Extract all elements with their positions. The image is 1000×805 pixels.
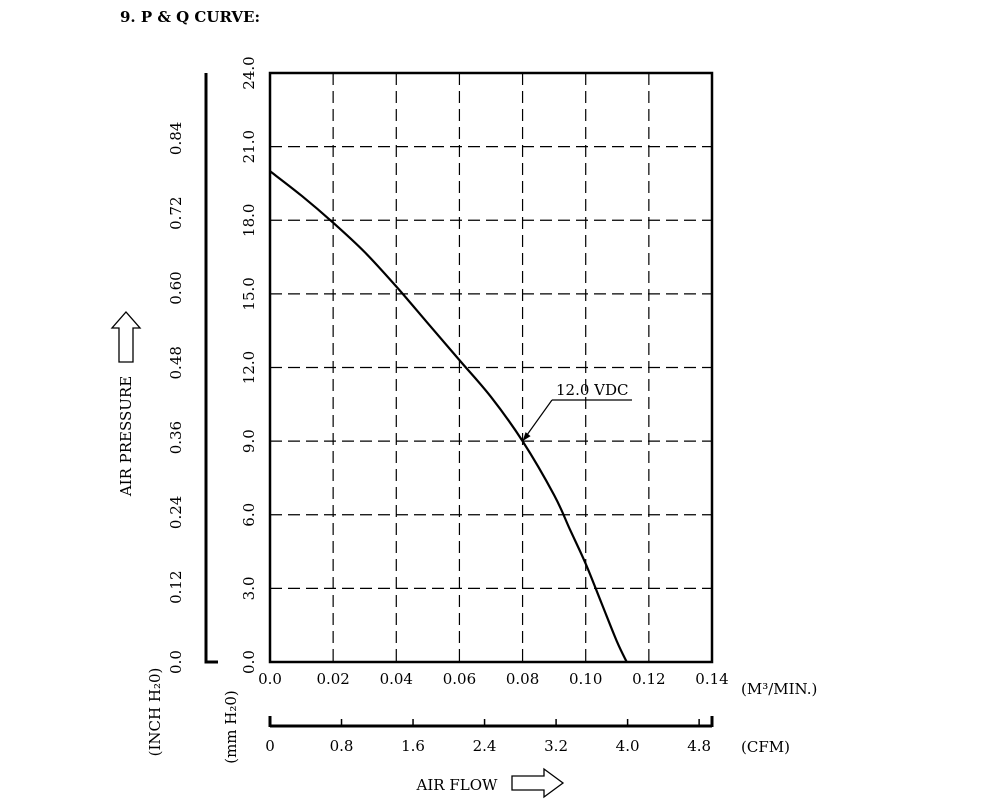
x-tick-label-m3min: 0.08 — [506, 670, 539, 688]
y-tick-label-inch: 0.60 — [167, 271, 185, 304]
y-tick-label-inch: 0.0 — [167, 650, 185, 674]
y-axis-title: AIR PRESSURE — [117, 376, 135, 497]
y-tick-label-inch: 0.36 — [167, 421, 185, 454]
y-tick-label-mmh2o: 24.0 — [240, 56, 258, 89]
y-tick-label-mmh2o: 9.0 — [240, 429, 258, 453]
y-tick-label-inch: 0.12 — [167, 570, 185, 603]
x-axis-unit-cfm: (CFM) — [741, 738, 790, 756]
y-axis-unit-mmh2o: (mm H₂0) — [222, 690, 240, 764]
y-tick-label-mmh2o: 6.0 — [240, 503, 258, 527]
x-tick-label-cfm: 0.8 — [330, 737, 354, 755]
annotation-label: 12.0 VDC — [556, 381, 629, 399]
x-tick-label-m3min: 0.14 — [695, 670, 728, 688]
y-tick-label-inch: 0.84 — [167, 122, 185, 155]
y-tick-label-inch: 0.24 — [167, 496, 185, 529]
y-tick-label-mmh2o: 15.0 — [240, 277, 258, 310]
x-tick-label-m3min: 0.0 — [258, 670, 282, 688]
y-tick-label-inch: 0.72 — [167, 196, 185, 229]
x-tick-label-m3min: 0.12 — [632, 670, 665, 688]
x-tick-label-cfm: 2.4 — [473, 737, 497, 755]
y-tick-label-mmh2o: 0.0 — [240, 650, 258, 674]
axes-layer — [204, 73, 714, 728]
up-arrow-icon — [110, 311, 142, 363]
annotation-layer: 12.0 VDC — [522, 381, 632, 442]
x-tick-label-m3min: 0.10 — [569, 670, 602, 688]
x-tick-label-cfm: 3.2 — [544, 737, 568, 755]
x-tick-label-cfm: 4.0 — [616, 737, 640, 755]
plot-frame — [268, 71, 714, 664]
x-tick-label-m3min: 0.02 — [316, 670, 349, 688]
y-tick-label-mmh2o: 12.0 — [240, 351, 258, 384]
x-tick-label-m3min: 0.06 — [443, 670, 476, 688]
x-tick-label-cfm: 4.8 — [687, 737, 711, 755]
x-tick-label-m3min: 0.04 — [380, 670, 413, 688]
y-tick-label-inch: 0.48 — [167, 346, 185, 379]
annotation-arrowhead — [522, 432, 531, 442]
x-axis-title: AIR FLOW — [416, 776, 498, 794]
grid-lines — [270, 73, 712, 662]
right-arrow-icon — [511, 767, 565, 799]
y-axis-inch-bar — [204, 73, 218, 664]
y-tick-label-mmh2o: 3.0 — [240, 576, 258, 600]
curve-layer — [269, 170, 628, 663]
axis-labels: 0.0 0.02 0.04 0.06 0.08 0.10 0.12 0.14 0.0 3.0 6.0… — [117, 56, 817, 794]
x-tick-label-cfm: 0 — [265, 737, 275, 755]
x-tick-label-cfm: 1.6 — [401, 737, 425, 755]
y-axis-unit-inch: (INCH H₂0) — [146, 668, 164, 757]
x-axis-unit-m3min: (M³/MIN.) — [741, 680, 817, 698]
y-tick-label-mmh2o: 18.0 — [240, 204, 258, 237]
page-heading: 9. P & Q CURVE: — [120, 8, 260, 26]
y-tick-label-mmh2o: 21.0 — [240, 130, 258, 163]
arrows-layer — [110, 311, 565, 799]
series-line-12vdc — [269, 170, 628, 663]
